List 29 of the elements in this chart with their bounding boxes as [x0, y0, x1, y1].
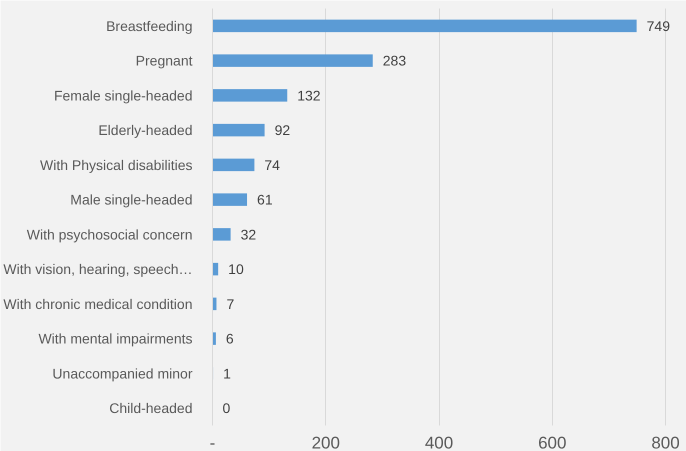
x-tick-label: 600	[538, 434, 566, 451]
x-tick-label: -	[210, 434, 216, 451]
y-tick-label: With vision, hearing, speech…	[3, 261, 193, 278]
y-tick-label: Elderly-headed	[98, 122, 192, 138]
y-tick-label: Breastfeeding	[106, 18, 193, 34]
y-tick-label: Unaccompanied minor	[52, 365, 193, 382]
x-tick-label: 800	[651, 434, 680, 451]
data-label: 74	[264, 156, 280, 173]
data-label: 0	[222, 400, 230, 416]
y-tick-label: Male single-headed	[70, 192, 193, 208]
y-tick-label: With psychosocial concern	[26, 226, 193, 242]
data-label: 7	[226, 296, 234, 312]
data-label: 749	[646, 18, 670, 34]
x-tick-label: 400	[424, 434, 454, 451]
data-label: 283	[382, 52, 406, 69]
y-tick-label: With mental impairments	[38, 330, 193, 347]
data-label: 132	[297, 87, 321, 104]
data-label: 92	[274, 122, 290, 138]
y-tick-label: Pregnant	[136, 52, 193, 69]
y-tick-label: With chronic medical condition	[3, 296, 193, 312]
y-tick-label: Child-headed	[109, 400, 193, 416]
data-label: 6	[226, 330, 234, 347]
data-label: 61	[257, 192, 273, 208]
data-label: 1	[223, 365, 232, 382]
data-label: 10	[228, 261, 244, 278]
x-tick-label: 200	[312, 434, 340, 451]
y-tick-label: Female single-headed	[54, 87, 192, 104]
data-label: 32	[240, 226, 256, 242]
y-tick-label: With Physical disabilities	[40, 156, 193, 173]
